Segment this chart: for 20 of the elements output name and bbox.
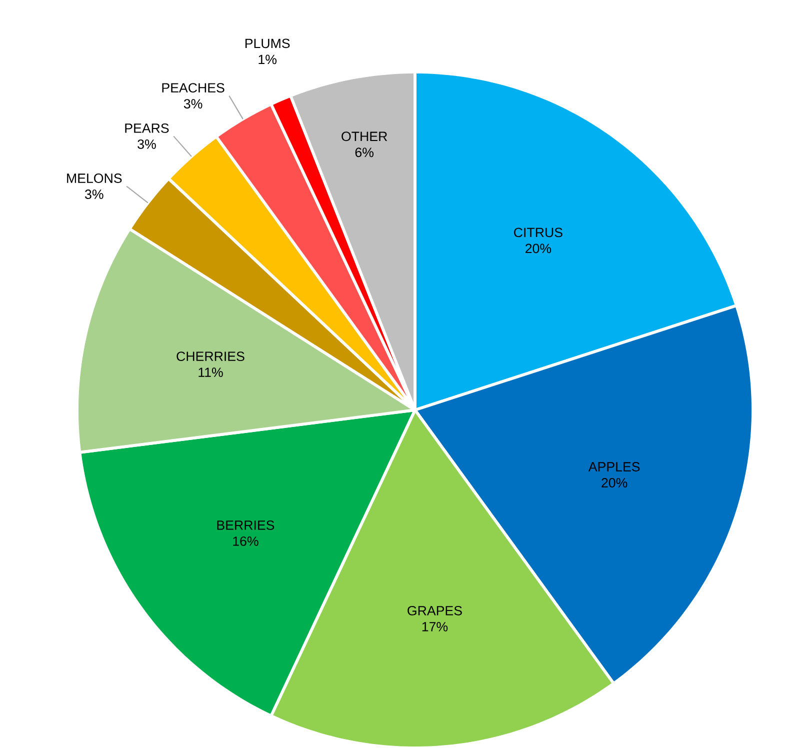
- slice-label: GRAPES: [408, 606, 462, 616]
- data-label: 3%: [138, 139, 156, 149]
- slice-label: PEARS: [125, 123, 169, 133]
- data-label: 20%: [526, 244, 552, 254]
- slice-label: CITRUS: [514, 228, 562, 238]
- slice-label: OTHER: [342, 132, 388, 142]
- data-label: 20%: [602, 478, 628, 488]
- data-label: 11%: [198, 368, 223, 377]
- data-label: 3%: [184, 99, 202, 109]
- slice-label: BERRIES: [217, 520, 274, 530]
- slice-label: APPLES: [588, 462, 640, 472]
- data-label: 6%: [355, 148, 374, 158]
- data-label: 1%: [258, 54, 277, 64]
- slice-label: PEACHES: [162, 83, 224, 93]
- slice-label: MELONS: [67, 174, 122, 183]
- data-label: 3%: [85, 190, 104, 199]
- slice-label: CHERRIES: [176, 352, 244, 362]
- data-label: 16%: [233, 536, 258, 546]
- slice-label: PLUMS: [245, 38, 290, 48]
- data-label: 17%: [422, 622, 448, 632]
